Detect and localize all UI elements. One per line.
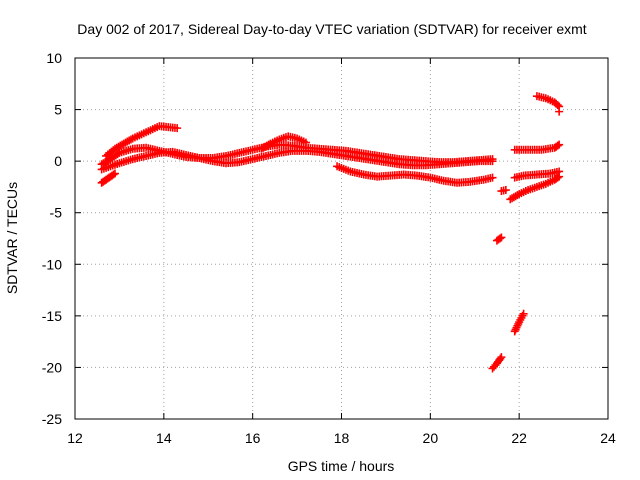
data-point	[301, 138, 310, 147]
series-track-9	[488, 353, 506, 373]
data-point	[496, 354, 505, 363]
data-point	[512, 323, 521, 332]
data-point	[513, 321, 522, 330]
y-tick-label: 0	[54, 153, 62, 169]
data-point	[488, 173, 497, 182]
data-point	[519, 309, 528, 318]
series-track-3	[102, 122, 182, 160]
data-point	[553, 141, 562, 150]
series-track-8	[492, 233, 506, 245]
series-track-11	[506, 172, 564, 204]
x-tick-label: 12	[67, 430, 83, 446]
series-track-10	[510, 309, 528, 336]
series-track-5	[97, 169, 119, 187]
data-point	[555, 107, 564, 116]
data-point	[501, 186, 510, 195]
x-tick-label: 24	[600, 430, 616, 446]
data-point	[511, 325, 520, 334]
grid-lines	[75, 58, 608, 419]
y-tick-label: 10	[46, 50, 62, 66]
y-tick-label: -5	[50, 205, 63, 221]
x-tick-label: 20	[423, 430, 439, 446]
series-track-15	[555, 107, 564, 116]
data-point	[497, 353, 506, 362]
y-tick-label: -15	[42, 308, 62, 324]
data-point	[555, 167, 564, 176]
series-track-7	[497, 186, 510, 196]
data-point	[555, 140, 564, 149]
data-point	[510, 327, 519, 336]
data-point	[173, 124, 182, 133]
data-point	[495, 234, 504, 243]
x-axis-label: GPS time / hours	[288, 458, 395, 474]
series-track-2	[97, 146, 497, 174]
series-track-13	[510, 140, 564, 154]
chart-title: Day 002 of 2017, Sidereal Day-to-day VTE…	[77, 21, 586, 37]
data-points	[97, 92, 564, 373]
y-tick-label: 5	[54, 102, 62, 118]
x-tick-label: 18	[334, 430, 350, 446]
y-tick-label: -25	[42, 411, 62, 427]
y-axis-label: SDTVAR / TECUs	[4, 182, 20, 294]
x-tick-label: 14	[156, 430, 172, 446]
x-tick-label: 22	[511, 430, 527, 446]
data-point	[497, 233, 506, 242]
axis-ticks: 12 14 16 18 20 22 24 10 5 0 -5 -10 -15 -20 -25	[42, 50, 616, 446]
y-tick-label: -10	[42, 256, 62, 272]
series-track-12	[510, 167, 564, 182]
series-track-14	[532, 92, 564, 111]
data-point	[488, 157, 497, 166]
series-track-6	[333, 162, 497, 187]
y-tick-label: -20	[42, 359, 62, 375]
data-point	[553, 101, 562, 110]
x-tick-label: 16	[245, 430, 261, 446]
series-track-1	[97, 140, 497, 169]
data-point	[109, 170, 118, 179]
data-point	[110, 169, 119, 178]
series-track-4	[257, 132, 310, 153]
